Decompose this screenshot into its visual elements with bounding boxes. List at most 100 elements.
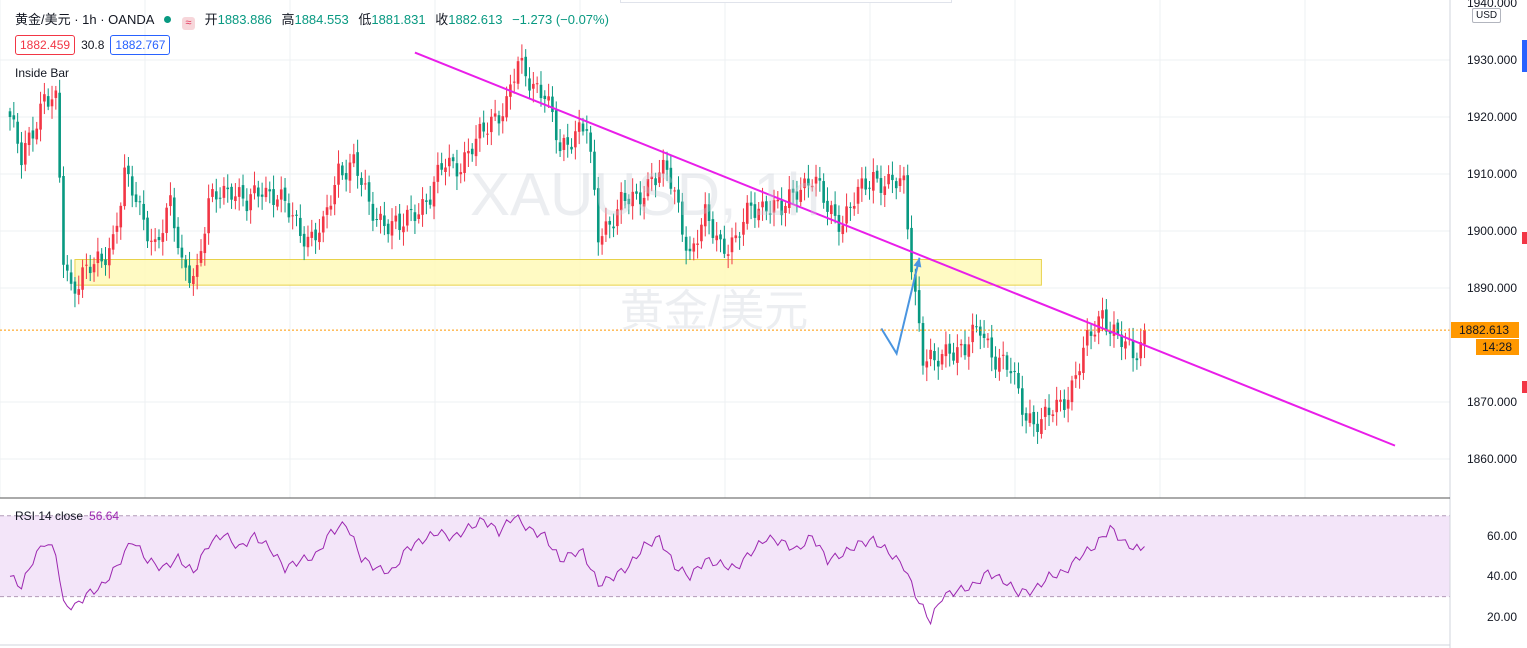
candle-body	[77, 289, 81, 295]
candle-body	[62, 176, 65, 265]
candle	[153, 228, 157, 252]
candle-body	[1013, 370, 1016, 372]
market-open-status-icon[interactable]	[161, 13, 175, 26]
candle-body	[543, 95, 547, 100]
candle	[54, 85, 58, 110]
rsi-legend[interactable]: RSI 14 close 56.64	[15, 509, 119, 523]
candle	[505, 86, 508, 122]
candle	[654, 172, 657, 198]
candle-body	[646, 179, 650, 197]
top-panel-tab[interactable]	[620, 0, 952, 3]
candle-body	[268, 189, 272, 192]
candle	[703, 192, 707, 237]
candle	[818, 166, 822, 192]
candle	[142, 190, 145, 231]
sell-price-button[interactable]: 1882.459	[15, 35, 76, 55]
candle	[742, 208, 745, 246]
candle	[738, 231, 741, 250]
candle-body	[1051, 414, 1055, 417]
candle-body	[81, 267, 84, 290]
candle	[952, 342, 955, 365]
candle	[1036, 411, 1039, 444]
forecast-path[interactable]	[880, 257, 921, 357]
candle	[199, 239, 203, 267]
candle-body	[1066, 399, 1070, 409]
candle	[971, 313, 974, 354]
candle	[383, 201, 386, 236]
candle-body	[1074, 375, 1078, 379]
candle-body	[211, 189, 214, 197]
candle-body	[982, 333, 986, 338]
candle	[16, 113, 19, 154]
candle-body	[512, 81, 516, 83]
rsi-tick: 20.00	[1486, 609, 1517, 624]
candle-body	[1135, 358, 1139, 361]
candle-body	[417, 214, 421, 219]
candle	[749, 191, 753, 220]
candle	[417, 203, 421, 224]
candle-body	[241, 185, 245, 199]
candle-body	[448, 157, 451, 167]
symbol-title[interactable]: 黄金/美元 · 1h · OANDA	[15, 12, 154, 27]
candle	[436, 152, 440, 194]
candle-body	[16, 121, 19, 144]
candle	[440, 152, 443, 176]
candle-body	[467, 150, 470, 154]
candle	[337, 150, 340, 198]
candle	[226, 174, 230, 203]
candle-body	[195, 265, 199, 277]
candle-body	[535, 83, 539, 85]
candle	[386, 219, 390, 243]
candle-body	[157, 237, 161, 241]
currency-badge[interactable]: USD	[1472, 8, 1502, 23]
candle-body	[444, 167, 447, 172]
descending-trendline[interactable]	[414, 51, 1396, 447]
candle	[887, 165, 890, 189]
candle-body	[150, 240, 153, 242]
candle	[956, 334, 959, 376]
candle	[184, 254, 188, 281]
candle-body	[723, 238, 726, 254]
buy-price-button[interactable]: 1882.767	[110, 35, 171, 55]
candle-body	[596, 188, 600, 243]
candle	[1059, 390, 1062, 412]
candle	[490, 108, 493, 146]
candle-body	[421, 199, 424, 215]
candle-body	[329, 205, 333, 210]
candle	[111, 225, 115, 255]
candle-body	[352, 154, 356, 164]
candle-body	[642, 197, 646, 207]
candle	[1131, 327, 1135, 372]
indicator-title[interactable]: Inside Bar	[15, 66, 70, 80]
candle-body	[299, 217, 302, 236]
candle	[1139, 328, 1143, 367]
candle-body	[700, 224, 703, 242]
candle-body	[379, 213, 382, 220]
candle-body	[440, 163, 443, 170]
candle	[222, 177, 226, 205]
candle-body	[153, 239, 157, 242]
candle	[765, 195, 768, 221]
candle	[875, 165, 879, 183]
candle	[822, 173, 825, 209]
candle-body	[344, 173, 348, 180]
support-resistance-zone[interactable]	[74, 259, 1042, 286]
candle-body	[1001, 354, 1005, 356]
candle-body	[998, 357, 1001, 372]
candle-body	[623, 192, 627, 201]
candle	[46, 88, 50, 111]
delayed-data-icon[interactable]: ≈	[181, 17, 195, 30]
candle	[910, 215, 913, 280]
candle-body	[333, 184, 336, 205]
right-toolbar-marker[interactable]	[1522, 40, 1527, 72]
candle	[799, 177, 803, 207]
candle	[585, 115, 589, 144]
candle-body	[470, 148, 474, 155]
candle-body	[142, 203, 145, 220]
candle	[455, 149, 459, 191]
candle-body	[719, 234, 722, 240]
candle-body	[180, 247, 184, 258]
candle-body	[986, 338, 990, 341]
candle	[986, 332, 990, 348]
